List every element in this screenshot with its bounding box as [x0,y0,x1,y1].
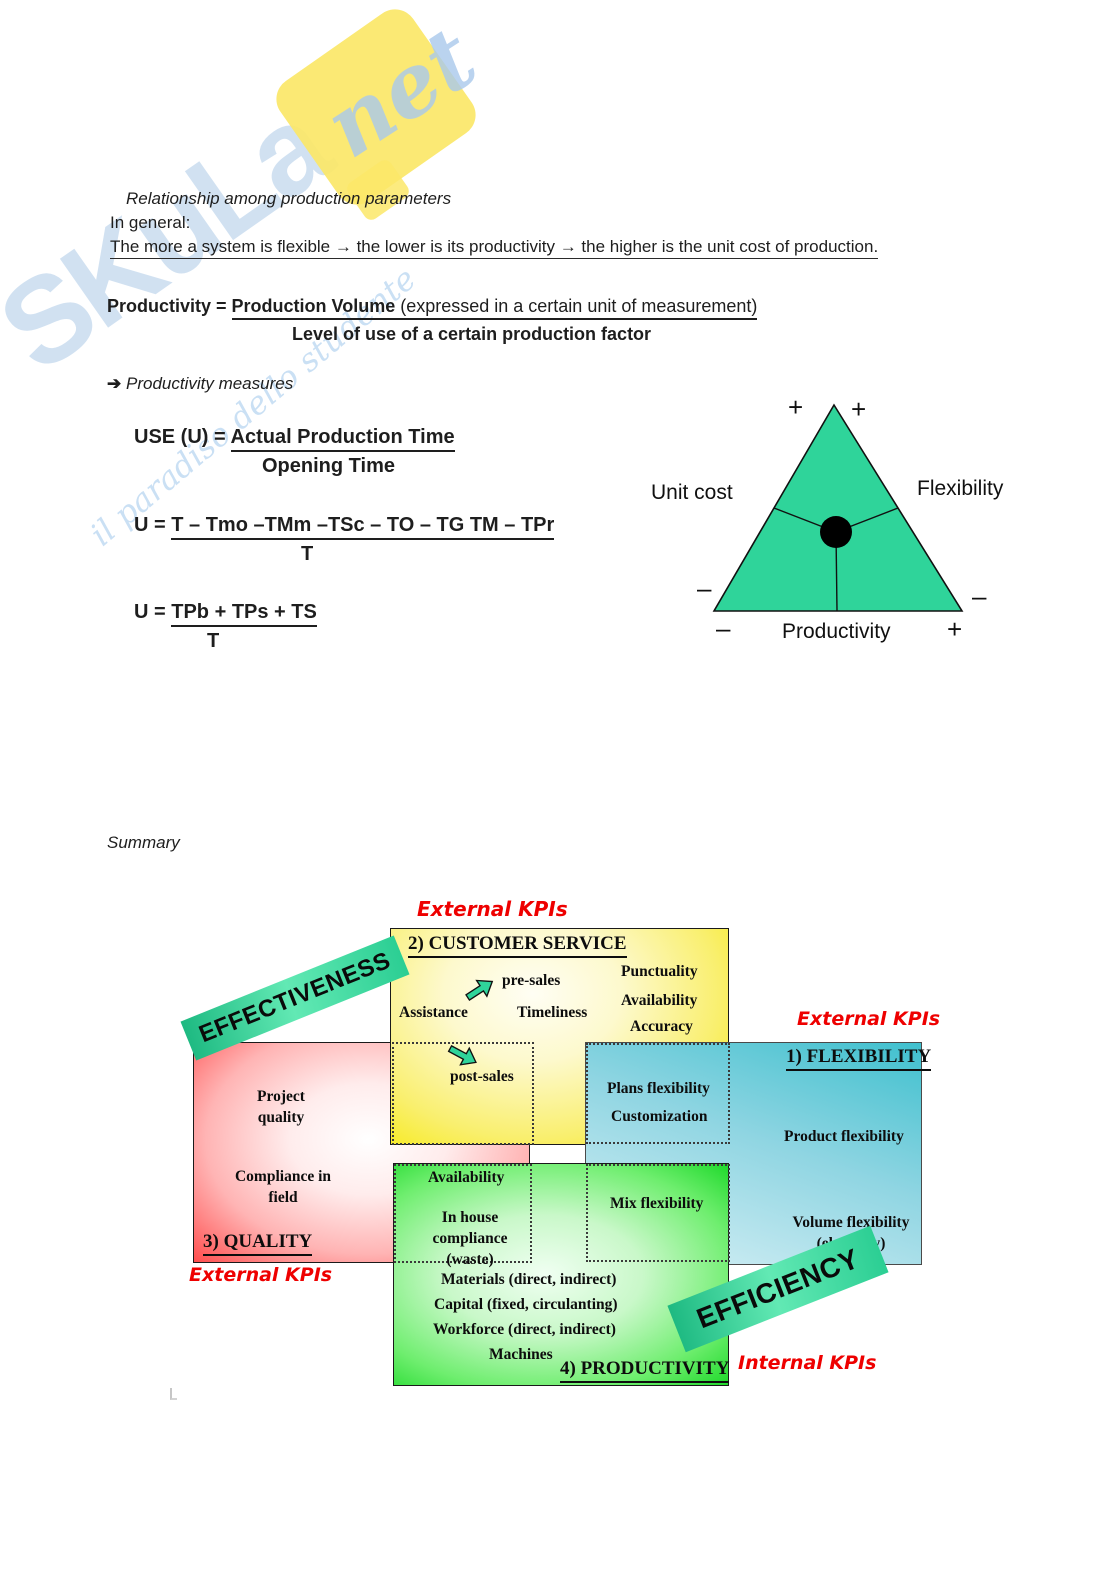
watermark-yellow-diamond [267,0,485,214]
tradeoff-triangle-diagram [712,403,964,612]
triangle-center-dot [820,516,852,548]
productivity-title: 4) PRODUCTIVITY [560,1358,730,1383]
u1-denominator: T [301,543,314,565]
watermark-net-script: net [307,7,494,178]
prod-machines-label: Machines [489,1346,553,1363]
u-formula-1: U = T – Tmo –TMm –TSc – TO – TG TM – TPr [134,514,555,540]
prod-capital-label: Capital (fixed, circulanting) [434,1296,618,1313]
cs-assistance-label: Assistance [399,1004,468,1021]
intro-line-3: The more a system is flexible → the lowe… [110,237,879,259]
triangle-minus-left: – [697,573,712,603]
quality-title: 3) QUALITY [203,1231,313,1256]
quality-compliance-label: Compliance in field [234,1168,332,1206]
flex-plans-label: Plans flexibility [607,1080,710,1097]
flex-customization-label: Customization [611,1108,708,1125]
triangle-plus-top-right: + [851,394,867,424]
triangle-label-unit-cost: Unit cost [651,481,733,504]
overlap-region-availability [394,1164,532,1263]
prod-workforce-label: Workforce (direct, indirect) [433,1321,616,1338]
flexibility-title: 1) FLEXIBILITY [786,1046,932,1071]
triangle-plus-bottom-right: + [947,614,963,644]
intro-line-1: Relationship among production parameters [126,189,452,208]
cs-punctuality-label: Punctuality [621,963,698,980]
block-arrow-pre-sales-icon [465,979,494,1002]
block-arrow-post-sales-icon [447,1044,477,1066]
cs-pre-sales-label: pre-sales [502,972,561,989]
overlap-region-post-sales [392,1042,534,1145]
prod-availability-label: Availability [428,1169,505,1186]
use-denominator: Opening Time [262,455,395,477]
external-kpis-top-label: External KPIs [417,897,568,921]
quality-project-label: Project quality [257,1088,305,1126]
cs-timeliness-label: Timeliness [517,1004,588,1021]
productivity-box [393,1163,729,1386]
overlap-region-mix [586,1164,730,1262]
cs-accuracy-label: Accuracy [630,1018,693,1035]
prod-in-house-label: In house compliance (waste) [432,1209,508,1268]
triangle-shape [712,403,964,612]
stray-mark [170,1388,177,1400]
internal-kpis-label: Internal KPIs [738,1352,877,1374]
triangle-minus-bottom-left: – [716,613,731,643]
flex-product-label: Product flexibility [784,1128,904,1145]
triangle-label-flexibility: Flexibility [917,477,1004,500]
triangle-minus-right: – [972,581,987,611]
flex-mix-label: Mix flexibility [610,1195,704,1212]
productivity-definition: Productivity = Production Volume (expres… [107,296,758,320]
arrow-bullet-icon: ➔ [107,374,122,393]
triangle-plus-top-left: + [788,392,804,422]
intro-line-2: In general: [110,213,191,232]
cs-availability-label: Availability [621,992,698,1009]
overlap-region-plans [586,1043,730,1144]
external-kpis-right-label: External KPIs [797,1008,941,1030]
u-formula-2: U = TPb + TPs + TS [134,601,317,627]
u2-denominator: T [207,630,220,652]
summary-label: Summary [107,833,180,852]
use-formula: USE (U) = Actual Production Time [134,426,455,452]
productivity-denominator: Level of use of a certain production fac… [292,324,652,344]
productivity-measures-heading: ➔ Productivity measures [107,374,294,393]
external-kpis-left-label: External KPIs [189,1264,333,1286]
cs-post-sales-label: post-sales [450,1068,514,1085]
customer-service-title: 2) CUSTOMER SERVICE [408,933,627,958]
prod-materials-label: Materials (direct, indirect) [441,1271,617,1288]
triangle-label-productivity: Productivity [782,620,891,643]
